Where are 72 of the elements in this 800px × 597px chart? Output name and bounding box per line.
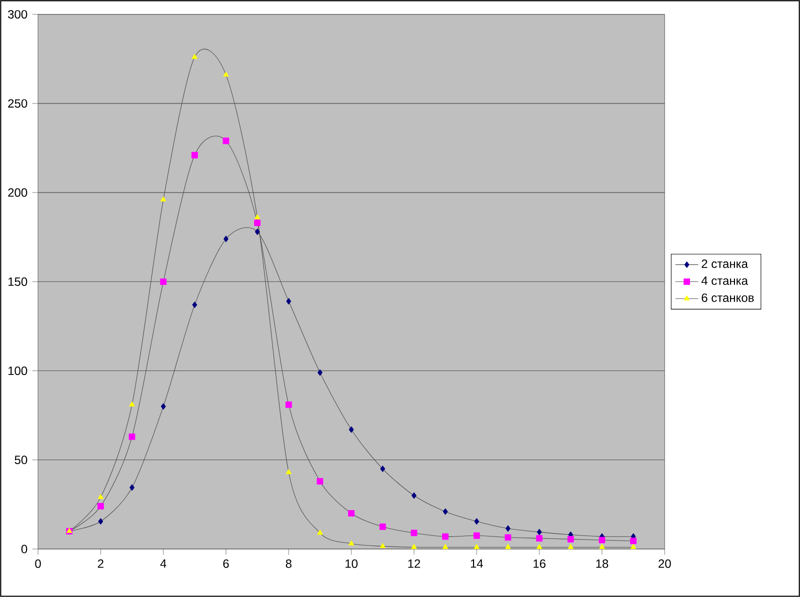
point xyxy=(442,544,448,549)
point xyxy=(567,536,574,542)
point xyxy=(97,503,104,510)
point xyxy=(630,544,636,549)
point xyxy=(504,534,512,541)
point xyxy=(348,426,354,433)
x-tick-label: 16 xyxy=(534,559,546,568)
x-tick-label: 20 xyxy=(658,559,671,568)
legend-label: 2 станка xyxy=(702,259,748,268)
point xyxy=(129,401,135,406)
point xyxy=(254,214,260,220)
point xyxy=(380,466,386,472)
point xyxy=(254,220,261,226)
point xyxy=(474,518,480,525)
point xyxy=(505,544,511,549)
point xyxy=(192,54,198,59)
point xyxy=(160,196,166,202)
point xyxy=(412,492,416,499)
point xyxy=(128,434,136,440)
point xyxy=(98,518,104,525)
legend-label: 4 станка xyxy=(701,276,748,285)
y-tick-label: 100 xyxy=(8,366,28,376)
point xyxy=(536,535,543,542)
x-tick-label: 4 xyxy=(160,559,166,568)
legend-label: 6 станков xyxy=(702,293,754,302)
point xyxy=(160,278,167,285)
point xyxy=(536,528,542,536)
point xyxy=(630,538,637,544)
point xyxy=(599,544,605,549)
point xyxy=(379,524,386,530)
point xyxy=(442,533,449,540)
point xyxy=(192,302,198,308)
point xyxy=(536,544,542,549)
point xyxy=(506,525,510,532)
y-tick-label: 150 xyxy=(8,277,28,286)
point xyxy=(254,228,260,235)
y-tick-label: 250 xyxy=(8,99,28,108)
x-tick-label: 10 xyxy=(346,559,358,568)
point xyxy=(568,544,574,549)
point xyxy=(223,72,229,77)
point xyxy=(348,540,354,546)
point xyxy=(286,469,292,474)
point xyxy=(222,138,230,144)
point xyxy=(442,508,448,515)
point xyxy=(316,478,324,484)
point xyxy=(98,494,104,500)
point xyxy=(160,403,166,410)
y-tick-label: 300 xyxy=(8,10,28,19)
point xyxy=(285,401,292,408)
x-tick-label: 8 xyxy=(286,559,292,568)
point xyxy=(348,510,355,517)
y-tick-label: 200 xyxy=(8,188,28,197)
point xyxy=(474,544,480,549)
point xyxy=(224,236,228,242)
x-tick-label: 6 xyxy=(223,559,229,568)
point xyxy=(380,543,386,548)
x-tick-label: 0 xyxy=(35,559,41,568)
point xyxy=(130,484,134,491)
point xyxy=(317,530,323,535)
point xyxy=(286,298,292,304)
point xyxy=(410,530,418,536)
point xyxy=(191,152,198,158)
x-tick-label: 2 xyxy=(98,559,104,568)
point xyxy=(598,536,606,544)
x-tick-label: 18 xyxy=(596,559,608,568)
point xyxy=(473,532,480,539)
x-tick-label: 12 xyxy=(408,559,420,568)
point xyxy=(318,369,322,376)
y-tick-label: 0 xyxy=(21,544,28,554)
x-tick-label: 14 xyxy=(470,559,483,568)
y-tick-label: 50 xyxy=(14,456,28,464)
point xyxy=(411,544,417,549)
